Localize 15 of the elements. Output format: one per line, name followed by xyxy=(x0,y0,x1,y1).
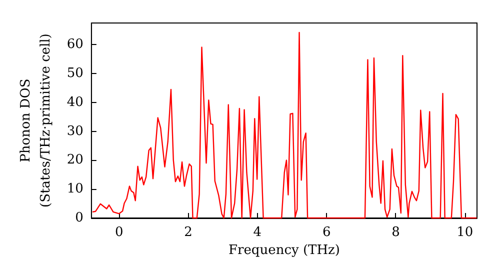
y-tick-label: 30 xyxy=(66,124,84,139)
y-tick-label: 10 xyxy=(66,182,84,197)
x-axis-title: Frequency (THz) xyxy=(228,242,340,258)
x-tick-label: 8 xyxy=(392,225,400,240)
x-tick-label: 0 xyxy=(114,225,124,240)
y-tick-label: 40 xyxy=(66,94,84,110)
y-tick-label: 20 xyxy=(66,152,84,168)
x-tick-label: 4 xyxy=(253,225,262,240)
y-axis-title: Phonon DOS (States/THz·primitive cell) xyxy=(18,33,54,208)
x-tick-label: 6 xyxy=(322,225,331,240)
y-tick-label: 0 xyxy=(75,210,84,226)
x-tick-label: 10 xyxy=(456,225,474,240)
x-tick-label: 2 xyxy=(184,225,192,240)
y-tick-label: 50 xyxy=(66,66,84,82)
y-tick-label: 60 xyxy=(66,37,84,52)
